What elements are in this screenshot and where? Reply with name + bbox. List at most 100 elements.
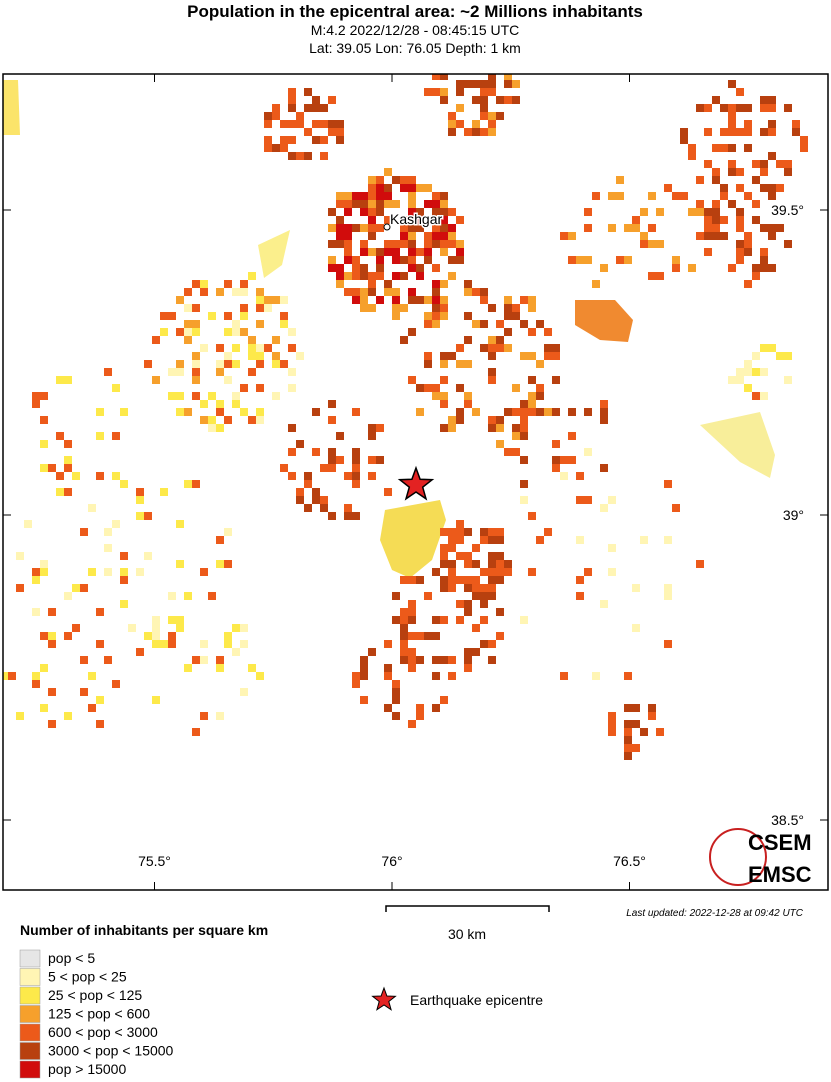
pop-cell: [304, 88, 312, 96]
pop-cell: [552, 376, 560, 384]
pop-cell: [464, 56, 472, 64]
pop-cell: [400, 232, 408, 240]
pop-cell: [456, 520, 464, 528]
pop-cell: [488, 424, 496, 432]
pop-cell: [328, 416, 336, 424]
pop-cell: [752, 216, 760, 224]
pop-cell: [248, 336, 256, 344]
pop-cell: [712, 96, 720, 104]
pop-cell: [688, 144, 696, 152]
pop-cell: [552, 464, 560, 472]
pop-cell: [464, 648, 472, 656]
pop-cell: [240, 640, 248, 648]
pop-cell: [248, 416, 256, 424]
pop-cell: [560, 232, 568, 240]
pop-cell: [416, 408, 424, 416]
pop-cell: [24, 520, 32, 528]
pop-cell: [384, 640, 392, 648]
pop-cell: [376, 264, 384, 272]
logo: CSEM EMSC: [709, 828, 812, 887]
pop-cell: [456, 408, 464, 416]
pop-cell: [312, 408, 320, 416]
pop-cell: [216, 408, 224, 416]
pop-cell: [352, 264, 360, 272]
pop-cell: [400, 304, 408, 312]
pop-cell: [528, 392, 536, 400]
pop-cell: [416, 632, 424, 640]
pop-cell: [32, 576, 40, 584]
pop-cell: [512, 432, 520, 440]
pop-cell: [408, 176, 416, 184]
pop-cell: [776, 184, 784, 192]
pop-cell: [728, 264, 736, 272]
pop-cell: [312, 104, 320, 112]
pop-cell: [448, 240, 456, 248]
pop-cell: [136, 568, 144, 576]
pop-cell: [344, 192, 352, 200]
pop-cell: [480, 104, 488, 112]
updated: Last updated: 2022-12-28 at 09:42 UTC: [626, 908, 804, 919]
pop-cell: [392, 680, 400, 688]
pop-cell: [456, 56, 464, 64]
pop-cell: [328, 120, 336, 128]
pop-cell: [416, 224, 424, 232]
pop-cell: [376, 192, 384, 200]
pop-cell: [760, 128, 768, 136]
pop-cell: [664, 640, 672, 648]
pop-cell: [432, 672, 440, 680]
pop-cell: [424, 248, 432, 256]
pop-cell: [384, 240, 392, 248]
pop-cell: [480, 568, 488, 576]
pop-cell: [248, 272, 256, 280]
pop-cell: [760, 248, 768, 256]
pop-cell: [312, 496, 320, 504]
pop-cell: [256, 360, 264, 368]
pop-cell: [712, 224, 720, 232]
pop-cell: [96, 696, 104, 704]
pop-cell: [496, 576, 504, 584]
pop-cell: [648, 712, 656, 720]
pop-cell: [304, 128, 312, 136]
pop-cell: [416, 264, 424, 272]
legend-label: 600 < pop < 3000: [48, 1024, 158, 1040]
pop-cell: [632, 216, 640, 224]
pop-cell: [576, 576, 584, 584]
pop-cell: [728, 112, 736, 120]
pop-cell: [344, 248, 352, 256]
pop-cell: [704, 216, 712, 224]
pop-cell: [440, 200, 448, 208]
pop-cell: [48, 688, 56, 696]
pop-cell: [184, 320, 192, 328]
pop-cell: [384, 168, 392, 176]
pop-cell: [16, 584, 24, 592]
lon-label: 76.5°: [613, 853, 646, 869]
pop-cell: [224, 280, 232, 288]
pop-cell: [416, 712, 424, 720]
pop-cell: [504, 408, 512, 416]
pop-cell: [288, 136, 296, 144]
pop-cell: [392, 712, 400, 720]
pop-cell: [728, 200, 736, 208]
pop-cell: [368, 272, 376, 280]
pop-cell: [176, 624, 184, 632]
pop-cell: [544, 352, 552, 360]
pop-cell: [288, 344, 296, 352]
pop-cell: [496, 56, 504, 64]
pop-cell: [664, 184, 672, 192]
pop-cell: [464, 288, 472, 296]
pop-cell: [480, 80, 488, 88]
pop-cell: [440, 208, 448, 216]
pop-cell: [280, 120, 288, 128]
pop-cell: [240, 384, 248, 392]
pop-cell: [728, 168, 736, 176]
pop-cell: [336, 224, 344, 232]
pop-cell: [416, 208, 424, 216]
pop-cell: [464, 360, 472, 368]
pop-cell: [272, 360, 280, 368]
pop-cell: [448, 568, 456, 576]
pop-cell: [424, 200, 432, 208]
pop-cell: [624, 728, 632, 736]
pop-cell: [272, 352, 280, 360]
pop-cell: [496, 344, 504, 352]
pop-cell: [488, 352, 496, 360]
